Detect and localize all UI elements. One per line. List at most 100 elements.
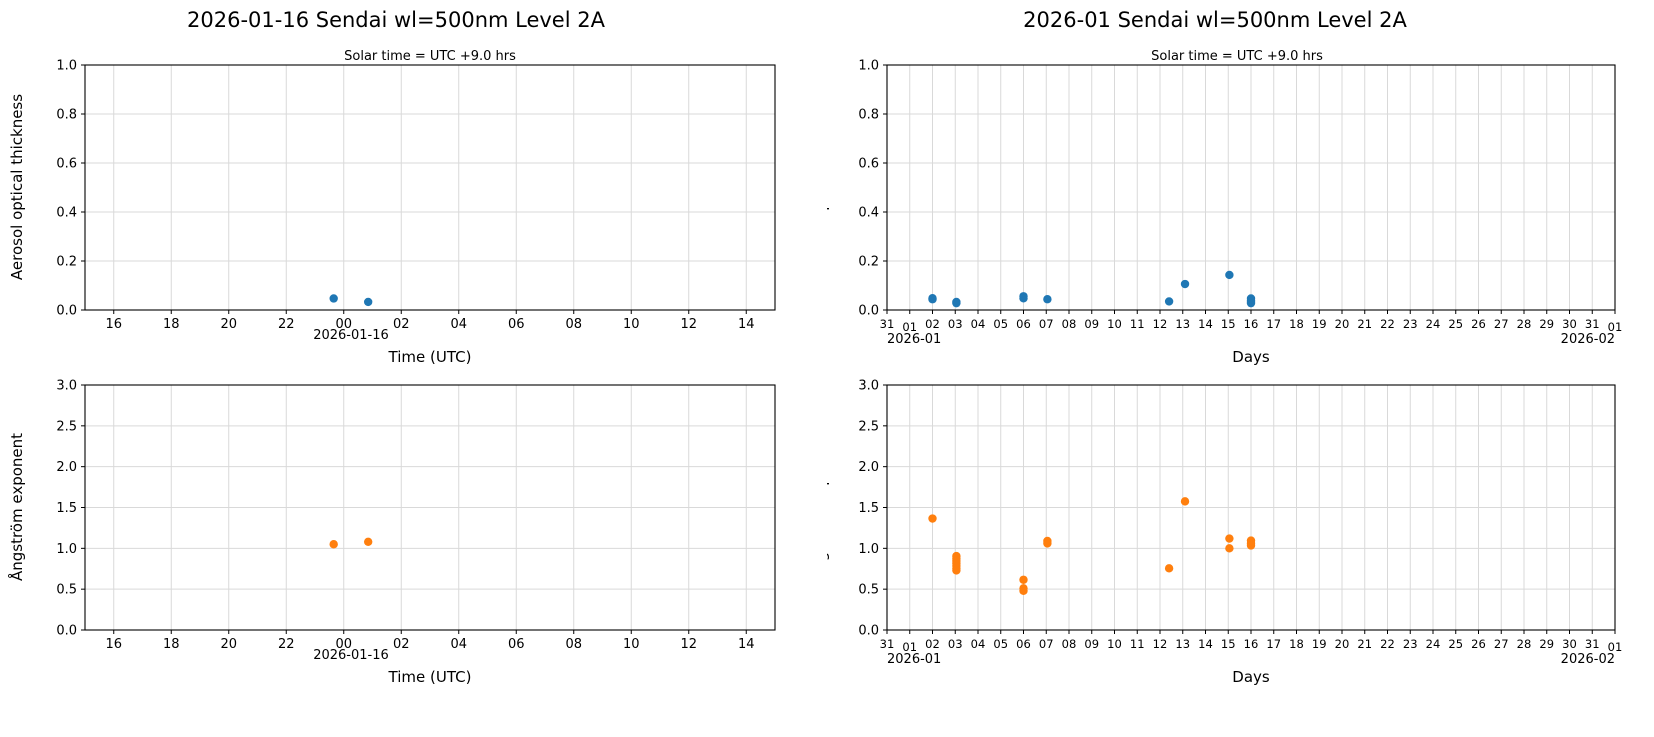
chart-title: 2026-01 Sendai wl=500nm Level 2A [1023, 8, 1407, 32]
x-tick-label: 13 [1175, 637, 1190, 651]
x-tick-label: 11 [1130, 637, 1145, 651]
data-point [1019, 575, 1028, 584]
x-tick-label: 16 [1244, 317, 1259, 331]
x-tick-label: 14 [1198, 637, 1213, 651]
x-tick-label: 27 [1494, 637, 1509, 651]
x-tick-label: 02 [393, 637, 410, 652]
plot-background [85, 65, 775, 310]
y-tick-label: 0.0 [56, 624, 77, 639]
tick-marks [81, 384, 747, 634]
x-tick-label: 04 [450, 637, 467, 652]
x-tick-label: 17 [1266, 317, 1281, 331]
y-tick-label: 1.0 [858, 59, 879, 74]
x-tick-label: 21 [1357, 637, 1372, 651]
x-tick-label: 24 [1426, 637, 1441, 651]
chart-subtitle: Solar time = UTC +9.0 hrs [1151, 49, 1323, 64]
data-point [1225, 270, 1234, 280]
x-tick-label: 21 [1357, 317, 1372, 331]
x-tick-label: 16 [1244, 637, 1259, 651]
chart-title: 2026-01-16 Sendai wl=500nm Level 2A [187, 8, 606, 32]
panel-bottom-right: 31 01 02 03 04 05 06 07 08 09 10 11 12 13 14 15 16 17 18 19… [827, 370, 1654, 737]
x-tick-label: 18 [1289, 637, 1304, 651]
plot-area-bottom-left: 16 18 20 22 00 02 04 06 08 10 12 14 0.0 0.5 1.0 1.5 2.0… [56, 379, 776, 652]
data-point [928, 514, 937, 523]
x-axis-sublabel: 2026-01-16 [313, 328, 389, 343]
y-tick-label: 0.8 [858, 108, 879, 123]
y-tick-label: 0.8 [56, 108, 77, 123]
x-tick-label: 08 [1062, 637, 1077, 651]
x-tick-label: 04 [971, 317, 986, 331]
y-tick-label: 0.6 [56, 157, 77, 172]
x-tick-label: 14 [738, 317, 755, 332]
x-tick-label: 22 [278, 637, 295, 652]
x-tick-label: 23 [1403, 317, 1418, 331]
x-axis-sublabel-right: 2026-02 [1561, 652, 1615, 667]
data-point [1180, 497, 1190, 506]
x-tick-label: 00 [335, 637, 352, 652]
y-tick-label: 2.0 [56, 460, 77, 475]
data-point [928, 295, 937, 304]
panel-bottom-right-svg: 31 01 02 03 04 05 06 07 08 09 10 11 12 13 14 15 16 17 18 19… [827, 379, 1622, 687]
x-tick-label: 05 [993, 317, 1008, 331]
x-tick-label: 19 [1312, 637, 1327, 651]
x-tick-label: 16 [105, 637, 122, 652]
x-axis-sublabel: 2026-01-16 [313, 648, 389, 663]
grid-lines [887, 385, 1615, 630]
x-tick-label: 22 [278, 317, 295, 332]
y-tick-label: 3.0 [858, 379, 879, 394]
x-tick-labels: 31 01 02 03 04 05 06 07 08 09 10 11 12 13 14 15 16 17 18 19… [880, 317, 1623, 334]
x-tick-label: 10 [623, 317, 640, 332]
x-tick-label: 12 [680, 317, 697, 332]
x-axis-label: Time (UTC) [388, 348, 472, 366]
data-point [1164, 297, 1174, 306]
y-tick-label: 0.5 [56, 583, 77, 598]
y-tick-label: 0.0 [56, 304, 77, 319]
x-tick-label: 14 [1198, 317, 1213, 331]
x-tick-label: 29 [1539, 637, 1554, 651]
data-point [329, 540, 338, 549]
grid-lines [85, 65, 775, 310]
x-tick-label: 00 [335, 317, 352, 332]
x-tick-label: 01 [902, 320, 917, 334]
x-tick-label: 10 [1107, 637, 1122, 651]
x-tick-label: 13 [1175, 317, 1190, 331]
x-tick-label: 10 [623, 637, 640, 652]
x-tick-label: 11 [1130, 317, 1145, 331]
plot-area-top-right: 31 01 02 03 04 05 06 07 08 09 10 11 12 13 14 15 16 17 18 19… [858, 59, 1622, 335]
x-tick-label: 14 [738, 637, 755, 652]
plot-area-bottom-right: 31 01 02 03 04 05 06 07 08 09 10 11 12 13 14 15 16 17 18 19… [858, 379, 1622, 655]
x-tick-label: 28 [1517, 637, 1532, 651]
x-tick-label: 16 [105, 317, 122, 332]
y-tick-label: 0.6 [858, 157, 879, 172]
x-tick-label: 12 [1153, 317, 1168, 331]
data-point [329, 294, 338, 303]
x-tick-label: 04 [971, 637, 986, 651]
x-tick-label: 06 [1016, 317, 1031, 331]
y-tick-label: 0.4 [56, 206, 77, 221]
x-tick-label: 01 [1608, 640, 1623, 654]
x-tick-label: 20 [1335, 637, 1350, 651]
x-tick-label: 26 [1471, 317, 1486, 331]
x-tick-label: 25 [1448, 637, 1463, 651]
data-point [1225, 544, 1234, 553]
x-tick-label: 01 [1608, 320, 1623, 334]
y-tick-label: 2.0 [858, 460, 879, 475]
x-tick-label: 06 [508, 637, 525, 652]
y-tick-label: 1.0 [56, 59, 77, 74]
x-tick-label: 20 [220, 317, 237, 332]
x-axis-label: Time (UTC) [388, 668, 472, 686]
tick-marks [883, 64, 1616, 314]
x-axis-sublabel-left: 2026-01 [887, 332, 941, 347]
x-tick-label: 12 [680, 637, 697, 652]
y-axis-label: Ångström exponent [827, 433, 830, 581]
y-tick-label: 1.5 [56, 501, 77, 516]
panel-top-right-svg: 2026-01 Sendai wl=500nm Level 2A Solar t… [827, 8, 1622, 366]
panel-top-left: 2026-01-16 Sendai wl=500nm Level 2A Sola… [0, 0, 827, 370]
data-point [1043, 295, 1052, 304]
y-tick-label: 1.0 [858, 542, 879, 557]
x-tick-label: 06 [1016, 637, 1031, 651]
panel-top-right: 2026-01 Sendai wl=500nm Level 2A Solar t… [827, 0, 1654, 370]
data-point [1225, 534, 1234, 543]
y-tick-label: 0.5 [858, 583, 879, 598]
